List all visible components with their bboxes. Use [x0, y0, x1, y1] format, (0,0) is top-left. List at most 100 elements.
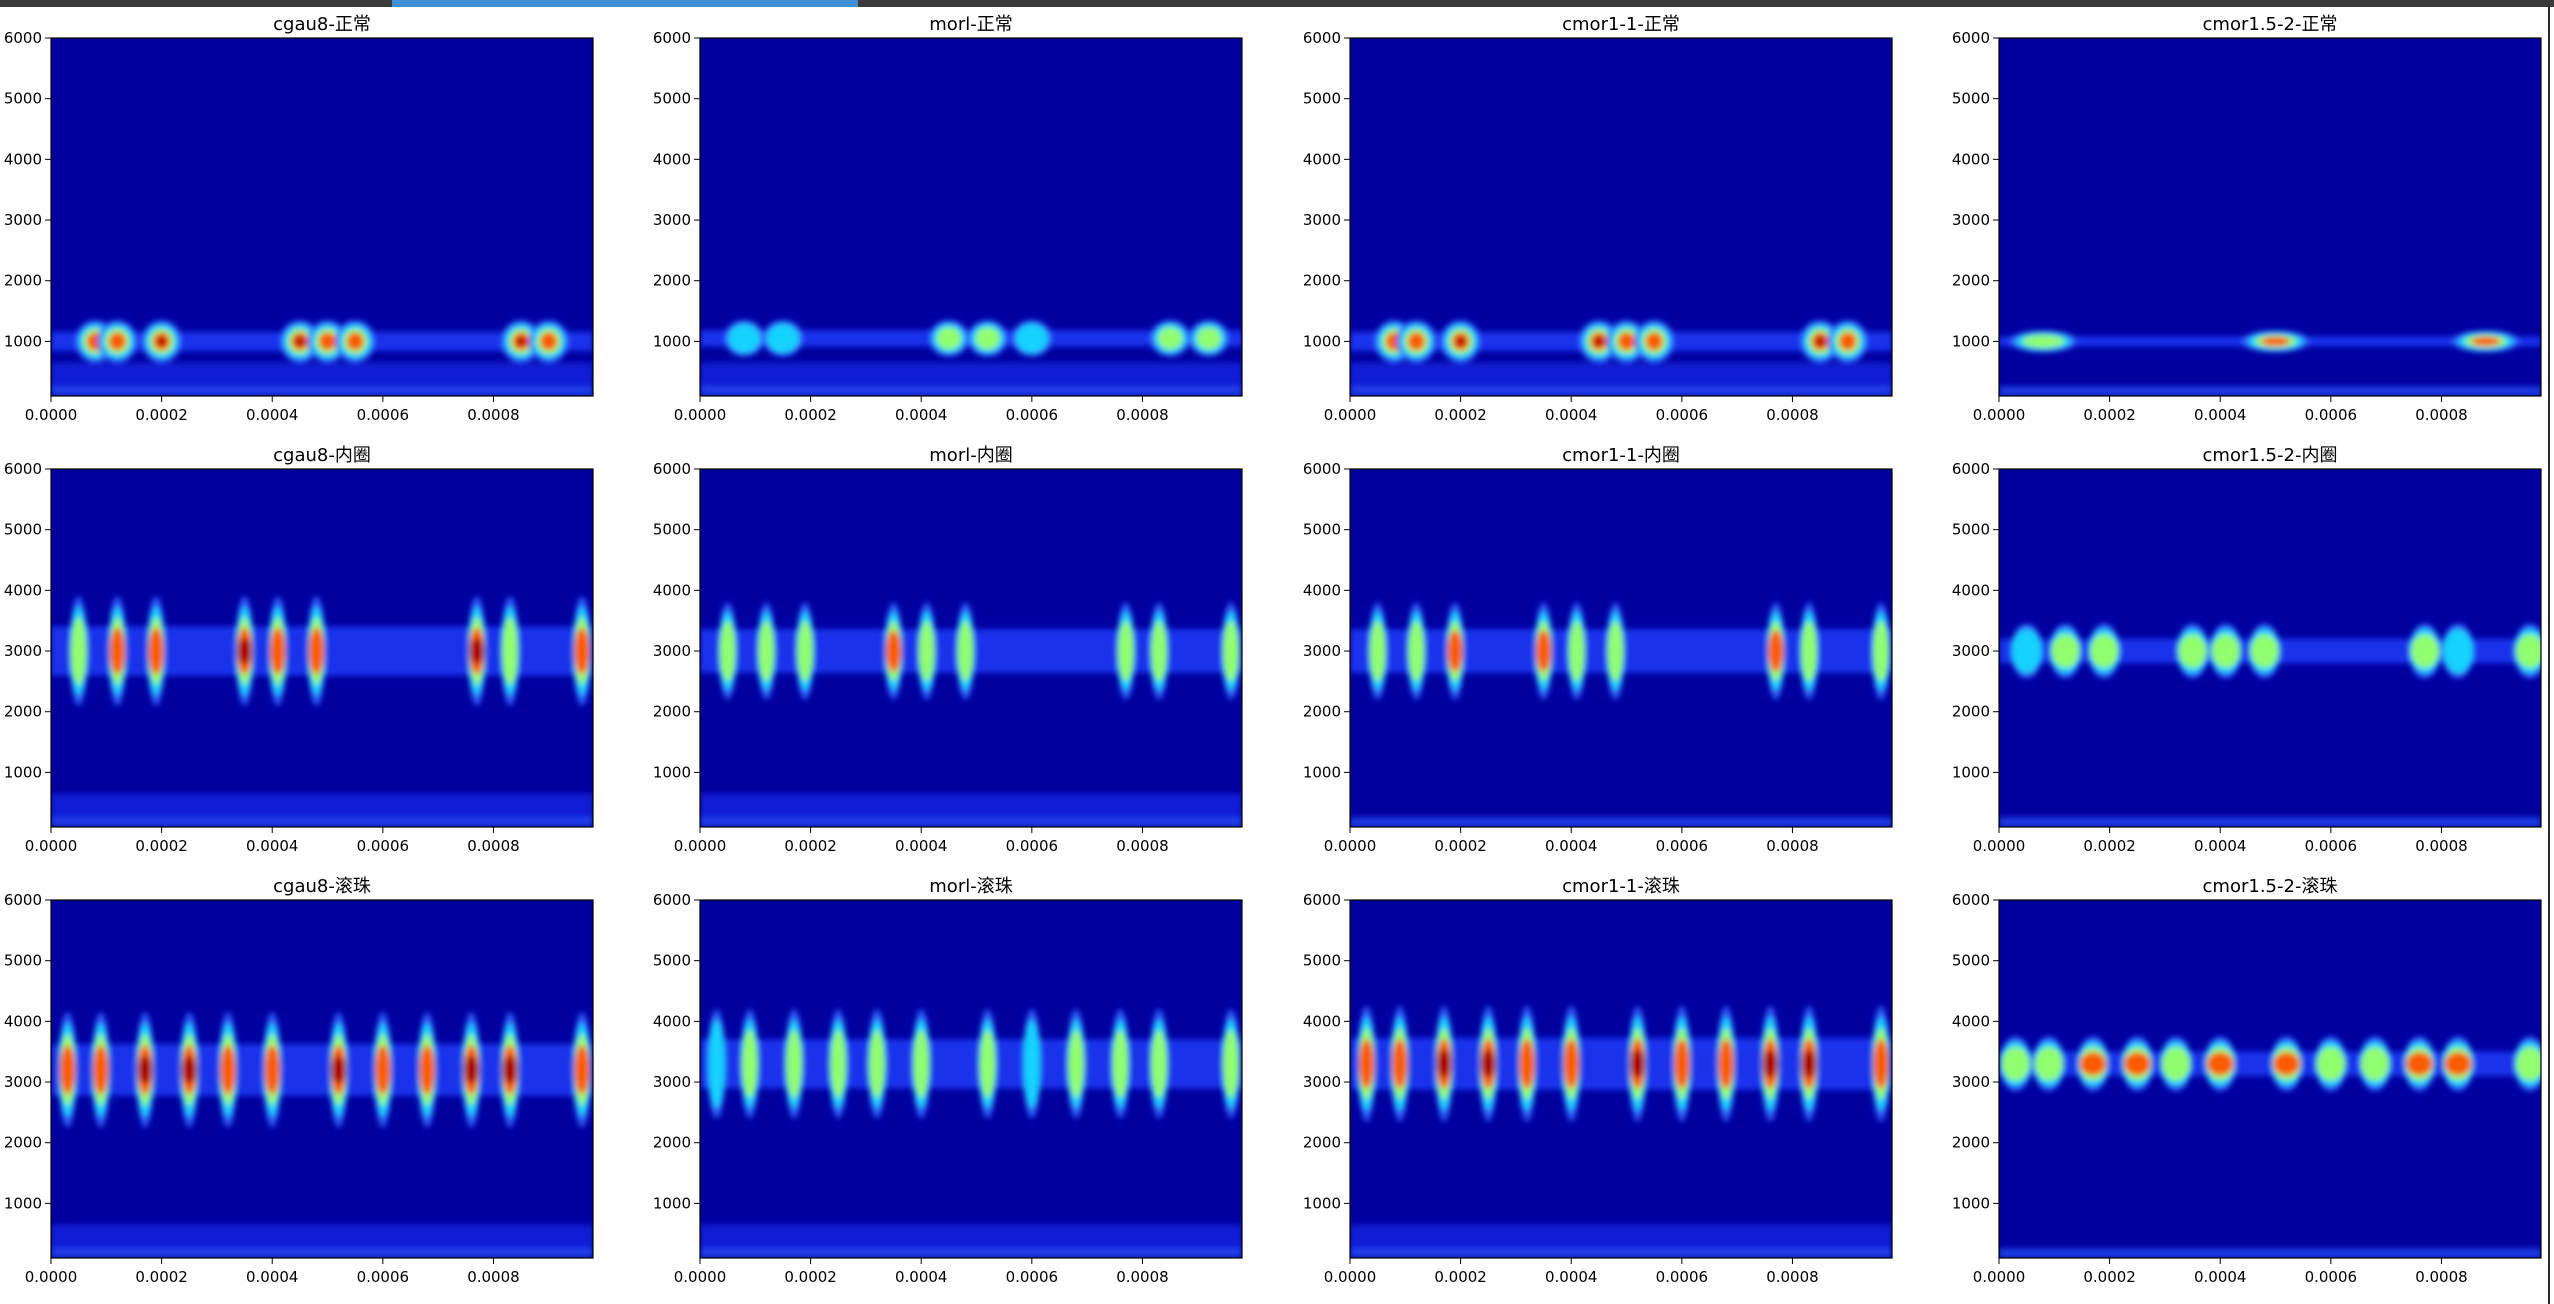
y-tick-label: 5000 — [653, 952, 691, 970]
bottom-edge-band — [700, 386, 1242, 396]
y-tick-label: 5000 — [653, 521, 691, 539]
scalogram-panel: cgau8-滚珠 0.0000 0.0002 0.0004 0.0006 0.0008 10… — [4, 876, 594, 1286]
scalogram-panel: cmor1-1-滚珠 0.0000 0.0002 0.0004 0.0006 0.0008… — [1303, 876, 1893, 1286]
energy-peak — [2209, 623, 2242, 679]
y-tick-label: 2000 — [653, 272, 691, 290]
y-tick-label: 2000 — [1952, 272, 1990, 290]
x-tick-label: 0.0002 — [784, 406, 837, 424]
energy-peak — [785, 1009, 804, 1119]
scrollbar-thumb[interactable] — [392, 0, 858, 7]
x-tick-label: 0.0006 — [357, 406, 410, 424]
y-tick-label: 1000 — [1303, 763, 1341, 781]
energy-peak — [462, 1012, 481, 1128]
y-tick-label: 6000 — [4, 460, 42, 478]
energy-peak — [1517, 1006, 1536, 1122]
energy-peak — [373, 1012, 392, 1128]
x-tick-label: 0.0000 — [25, 1268, 78, 1286]
energy-peak — [180, 1012, 199, 1128]
y-tick-label: 3000 — [4, 1073, 42, 1091]
energy-peak — [235, 596, 254, 706]
x-tick-label: 0.0002 — [1434, 837, 1487, 855]
energy-peak — [1440, 320, 1481, 363]
energy-peak — [136, 1012, 155, 1128]
panel-title: cgau8-滚珠 — [273, 876, 371, 897]
energy-peak — [829, 1009, 848, 1119]
low-frequency-band — [700, 793, 1242, 821]
energy-peak — [1871, 602, 1890, 700]
energy-peak — [757, 602, 776, 700]
y-tick-label: 6000 — [4, 891, 42, 909]
y-tick-label: 5000 — [1303, 952, 1341, 970]
energy-peak — [2270, 1036, 2303, 1092]
y-tick-label: 1000 — [1303, 332, 1341, 350]
y-tick-label: 3000 — [1952, 1073, 1990, 1091]
energy-peak — [218, 1012, 237, 1128]
y-tick-label: 4000 — [4, 150, 42, 168]
y-tick-label: 2000 — [653, 1134, 691, 1152]
energy-peak — [1766, 602, 1785, 700]
energy-peak — [1634, 320, 1675, 363]
panel-title: cmor1-1-正常 — [1562, 14, 1680, 35]
energy-peak — [1761, 1006, 1780, 1122]
energy-peak — [724, 320, 765, 357]
x-tick-label: 0.0000 — [1324, 837, 1377, 855]
energy-peak — [528, 320, 569, 363]
y-tick-label: 4000 — [653, 150, 691, 168]
energy-peak — [978, 1009, 997, 1119]
x-tick-label: 0.0006 — [1656, 1268, 1709, 1286]
energy-peak — [2442, 1036, 2475, 1092]
energy-peak — [2513, 1036, 2541, 1092]
x-tick-label: 0.0000 — [674, 406, 727, 424]
y-tick-label: 6000 — [1952, 891, 1990, 909]
x-tick-label: 0.0006 — [1656, 406, 1709, 424]
y-tick-label: 5000 — [4, 521, 42, 539]
energy-peak — [1150, 602, 1169, 700]
panel-title: morl-内圈 — [929, 445, 1012, 466]
x-tick-label: 0.0002 — [2083, 837, 2136, 855]
y-tick-label: 6000 — [653, 29, 691, 47]
x-tick-label: 0.0002 — [135, 1268, 188, 1286]
x-tick-label: 0.0002 — [135, 837, 188, 855]
low-frequency-band — [51, 362, 593, 390]
y-tick-label: 2000 — [4, 272, 42, 290]
y-tick-label: 4000 — [1303, 1012, 1341, 1030]
window-right-edge — [2548, 7, 2550, 1304]
energy-peak — [263, 1012, 282, 1128]
bottom-edge-band — [51, 817, 593, 827]
window-top-scrollbar[interactable] — [0, 0, 2554, 7]
x-tick-label: 0.0000 — [1324, 1268, 1377, 1286]
axes-frame — [1998, 37, 2542, 397]
low-frequency-band — [51, 1224, 593, 1252]
energy-peak — [307, 320, 348, 363]
heat-content — [51, 596, 593, 827]
energy-peak — [2442, 623, 2475, 679]
energy-peak — [2010, 623, 2043, 679]
y-tick-label: 3000 — [1303, 1073, 1341, 1091]
energy-peak — [1221, 1009, 1240, 1119]
energy-peak — [501, 596, 520, 706]
energy-peak — [762, 320, 803, 357]
energy-peak — [2009, 330, 2078, 353]
energy-peak — [1800, 1006, 1819, 1122]
y-tick-label: 3000 — [653, 211, 691, 229]
scalogram-panel: cmor1.5-2-正常 0.0000 0.0002 0.0004 0.0006 0.00… — [1952, 14, 2542, 424]
bottom-edge-band — [51, 1248, 593, 1258]
energy-peak — [912, 1009, 931, 1119]
energy-peak — [268, 596, 287, 706]
y-tick-label: 5000 — [653, 90, 691, 108]
y-tick-label: 3000 — [1303, 642, 1341, 660]
y-tick-label: 1000 — [1952, 1194, 1990, 1212]
x-tick-label: 0.0008 — [1766, 1268, 1819, 1286]
x-tick-label: 0.0004 — [246, 837, 299, 855]
x-tick-label: 0.0000 — [1973, 1268, 2026, 1286]
x-tick-label: 0.0000 — [674, 837, 727, 855]
x-tick-label: 0.0008 — [1766, 406, 1819, 424]
energy-peak — [2451, 330, 2520, 353]
energy-peak — [1534, 602, 1553, 700]
scalogram-panel: cmor1-1-内圈 0.0000 0.0002 0.0004 0.0006 0.0008… — [1303, 445, 1893, 855]
energy-peak — [1011, 320, 1052, 357]
x-tick-label: 0.0000 — [1324, 406, 1377, 424]
energy-peak — [1800, 602, 1819, 700]
heat-content — [700, 602, 1242, 827]
